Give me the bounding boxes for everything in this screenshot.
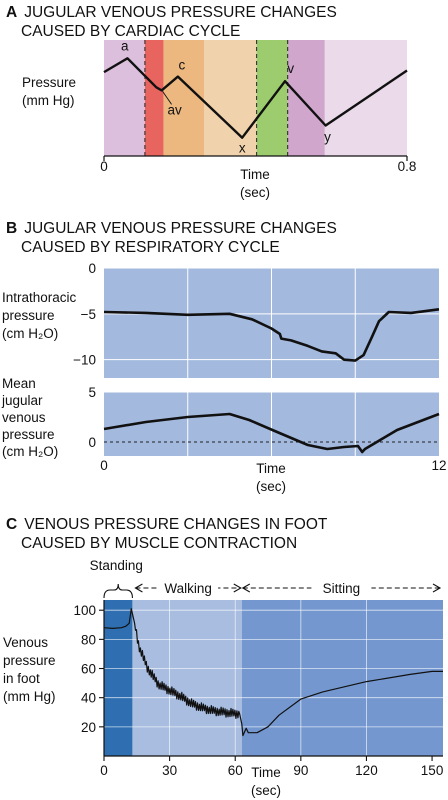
panel-a-xlabel-line-1: Time (240, 167, 270, 182)
panel-c-ylabel-line-3: in foot (3, 671, 40, 686)
sitting-arrowhead-left (241, 583, 251, 593)
av-leader-line (162, 91, 172, 105)
intrathoracic-pressure-ytick-label: −5 (81, 307, 96, 322)
wave-label: a (121, 38, 129, 53)
mean-jvp-ytick-label: 0 (88, 435, 96, 450)
panel-a: A JUGULAR VENOUS PRESSURE CHANGES CAUSED … (6, 4, 416, 200)
panel-b-letter: B (6, 220, 17, 237)
intrathoracic-pressure-line (103, 308, 440, 362)
panel-b-upper-ylabel-line-2: pressure (2, 308, 55, 323)
panel-c-xlabel-line-2: (sec) (251, 783, 281, 798)
walking-arrowhead-left (134, 583, 143, 593)
panel-c-ylabel-line-2: pressure (3, 653, 56, 668)
panel-c-xlabel-line-1: Time (251, 765, 281, 780)
y-tick-label: 80 (81, 632, 96, 647)
panel-b-upper-plot-area: 0 −5 −10 (73, 261, 440, 378)
panel-b-lower-plot-area: 50 (88, 385, 440, 456)
x-tick-label: 30 (162, 763, 177, 778)
panel-a-title-line-1: JUGULAR VENOUS PRESSURE CHANGES (24, 4, 337, 21)
panel-c: C VENOUS PRESSURE CHANGES IN FOOT CAUSED … (3, 516, 443, 798)
panel-b-upper-ylabel-line-3: (cm H₂O) (2, 326, 58, 341)
panel-a-ylabel-line-2: (mm Hg) (22, 93, 75, 108)
panel-a-plot-area: a av c x v y (103, 38, 408, 161)
panel-a-xtick-label: 0.8 (398, 159, 417, 174)
standing-brace (103, 583, 133, 599)
panel-c-ylabel-line-1: Venous (3, 635, 48, 650)
phase-band (287, 40, 325, 156)
phase-band (144, 40, 164, 156)
wave-label: x (239, 141, 246, 156)
panel-b-lower-ylabel-line-2: jugular (1, 393, 43, 408)
phase-band (132, 600, 242, 756)
x-tick-label: 60 (228, 763, 243, 778)
panel-b-title-line-1: JUGULAR VENOUS PRESSURE CHANGES (24, 220, 337, 237)
y-tick-label: 60 (81, 662, 96, 677)
x-tick-label: 0 (100, 763, 108, 778)
walking-arrowhead-right (233, 583, 242, 593)
y-tick-label: 20 (81, 720, 96, 735)
panel-a-title-line-2: CAUSED BY CARDIAC CYCLE (21, 23, 240, 40)
panel-b-lower-ylabel-line-5: (cm H₂O) (2, 444, 58, 459)
phase-label-standing: Standing (90, 558, 143, 573)
panel-c-title-line-2: CAUSED BY MUSCLE CONTRACTION (21, 535, 297, 552)
x-tick-label: 150 (421, 763, 444, 778)
x-tick-label: 90 (293, 763, 308, 778)
panel-b-title-line-2: CAUSED BY RESPIRATORY CYCLE (21, 239, 280, 256)
panel-b-lower-ylabel-line-3: venous (2, 410, 46, 425)
panel-c-letter: C (6, 516, 17, 533)
panel-b: B JUGULAR VENOUS PRESSURE CHANGES CAUSED … (1, 220, 447, 494)
sitting-arrowhead-right (432, 583, 442, 593)
panel-b-xlabel-line-1: Time (256, 461, 286, 476)
panel-b-lower-ylabel-line-1: Mean (2, 376, 36, 391)
wave-label: av (167, 102, 182, 117)
panel-b-xtick-label: 12 (431, 458, 446, 473)
panel-b-xtick-label: 0 (100, 458, 108, 473)
panel-a-xlabel-line-2: (sec) (240, 185, 270, 200)
foot-venous-pressure-line (103, 608, 443, 737)
wave-label: y (324, 129, 331, 144)
intrathoracic-pressure-ytick-label: 0 (88, 261, 96, 276)
panel-c-ylabel-line-4: (mm Hg) (3, 689, 56, 704)
panel-b-lower-ylabel-line-4: pressure (2, 427, 55, 442)
phase-band (163, 40, 204, 156)
wave-label: v (287, 61, 294, 76)
x-tick-label: 120 (355, 763, 378, 778)
y-tick-label: 40 (81, 691, 96, 706)
panel-b-upper-ylabel-line-1: Intrathoracic (2, 290, 77, 305)
panel-a-xtick-label: 0 (100, 159, 108, 174)
panel-c-title-line-1: VENOUS PRESSURE CHANGES IN FOOT (24, 516, 328, 533)
phase-band (241, 600, 443, 756)
sitting-label-background (311, 578, 372, 596)
phase-label-sitting: Sitting (323, 581, 361, 596)
mean-jvp-ytick-label: 5 (88, 385, 96, 400)
panel-a-letter: A (6, 4, 17, 21)
mean-jvp-line (103, 412, 440, 454)
panel-a-ylabel-line-1: Pressure (22, 75, 76, 90)
panel-b-xlabel-line-2: (sec) (256, 479, 286, 494)
phase-band (104, 40, 145, 156)
phase-band (203, 40, 257, 156)
jvp-cardiac-line (103, 57, 408, 139)
walking-label-background (158, 578, 219, 596)
phase-label-walking: Walking (164, 581, 212, 596)
wave-label: c (178, 58, 185, 73)
y-tick-label: 100 (73, 603, 96, 618)
intrathoracic-pressure-ytick-label: −10 (73, 353, 96, 368)
panel-c-plot-area: 0 30 60 90 120 150 20 40 60 80 100 Standing Walking S… (73, 558, 443, 778)
phase-band (104, 600, 133, 756)
